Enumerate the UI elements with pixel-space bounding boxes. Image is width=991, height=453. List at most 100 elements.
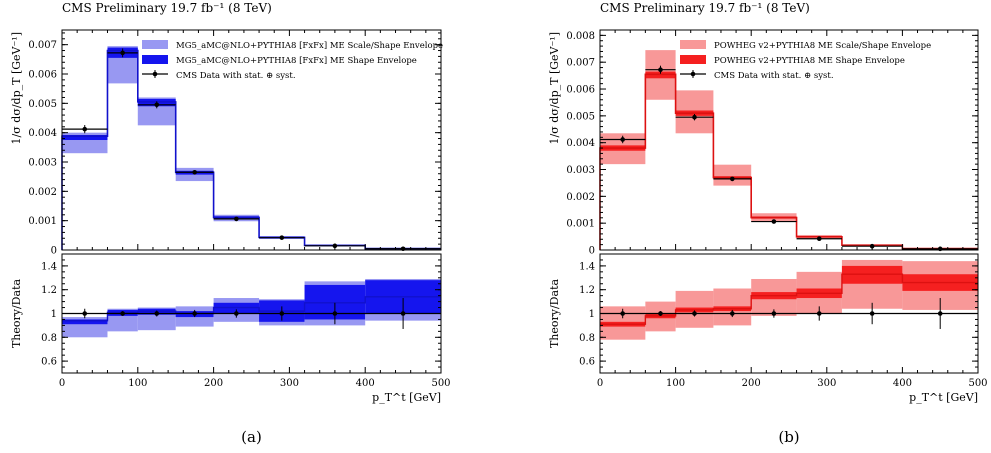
ratio-data-point [658,311,663,316]
y-tick-label: 0.005 [566,111,595,122]
y-tick-label: 0 [589,246,595,257]
y-tick-label: 0.006 [566,85,595,96]
data-point [869,243,875,249]
top-panel-frame [61,29,442,251]
ratio-shape-envelope-bar [62,319,108,325]
ratio-y-tick-label: 1.4 [579,261,595,272]
chart-header: CMS Preliminary 19.7 fb⁻¹ (8 TeV) [600,1,810,15]
legend-swatch-shape [142,55,168,64]
y-tick-label: 0.008 [566,31,595,42]
ratio-y-tick-label: 0.6 [41,357,57,368]
ratio-y-tick-label: 0.6 [579,357,595,368]
legend-label-shape: MG5_aMC@NLO+PYTHIA8 [FxFx] ME Shape Enve… [176,56,417,66]
chart-header: CMS Preliminary 19.7 fb⁻¹ (8 TeV) [62,1,272,15]
ratio-data-point [154,311,160,316]
x-axis-label: p_T^t [GeV] [909,391,978,404]
y-tick-label: 0.005 [28,99,57,110]
top-panel-frame [599,29,979,251]
ratio-data-point [192,311,197,316]
data-point [658,67,663,73]
y-tick-label: 0.003 [28,158,57,169]
panel-b: CMS Preliminary 19.7 fb⁻¹ (8 TeV) 0 100 200… [548,1,988,446]
ratio-data-point [771,311,777,316]
legend-label-data: CMS Data with stat. ⊕ syst. [176,71,296,81]
x-tick-label: 200 [742,378,761,389]
ratio-data-point [937,311,943,316]
y-tick-label: 0.006 [28,70,57,81]
data-point [279,235,285,240]
ratio-y-tick-label: 1.2 [41,285,57,296]
x-tick-label: 400 [356,378,375,389]
x-axis-label: p_T^t [GeV] [372,391,441,404]
data-point [234,216,239,222]
ratio-data-point [620,311,625,316]
x-tick-label: 100 [666,378,685,389]
ratio-y-tick-label: 1 [51,309,57,320]
panel-caption: (b) [778,428,799,446]
x-tick-label: 300 [817,378,836,389]
legend-label-scale: MG5_aMC@NLO+PYTHIA8 [FxFx] ME Scale/Shap… [176,41,443,51]
y-tick-label: 0.007 [566,58,595,69]
y-tick-label: 0.002 [566,192,595,203]
ratio-y-tick-label: 0.8 [41,333,57,344]
ratio-y-tick-label: 1 [589,309,595,320]
shape-envelope-bar [62,135,108,140]
x-tick-label: 100 [128,378,147,389]
legend-swatch-data-point [690,71,696,77]
legend-swatch-shape [680,55,706,64]
data-point [692,114,697,120]
ratio-y-tick-label: 1.4 [41,261,57,272]
panel-a: CMS Preliminary 19.7 fb⁻¹ (8 TeV) 0 100 200… [10,1,451,446]
legend-swatch-scale [680,40,706,49]
ratio-data-point [279,311,285,316]
y-tick-label: 0 [51,246,57,257]
y-tick-label: 0.002 [28,187,57,198]
ratio-y-axis-label: Theory/Data [10,279,23,349]
theory-step-line [599,73,978,250]
ratio-data-point [816,311,822,316]
ratio-data-point [234,311,239,316]
legend-label-scale: POWHEG v2+PYTHIA8 ME Scale/Shape Envelop… [714,41,931,51]
x-tick-label: 400 [893,378,912,389]
y-tick-label: 0.003 [566,165,595,176]
data-point [120,50,125,56]
panel-caption: (a) [241,428,262,446]
data-point [192,169,197,175]
ratio-data-point [692,311,697,316]
y-tick-label: 0.004 [566,138,595,149]
ratio-y-tick-label: 1.2 [579,285,595,296]
ratio-y-axis-label: Theory/Data [548,279,561,349]
ratio-data-point [332,311,338,316]
data-point [620,137,625,142]
y-axis-label: 1/σ dσ/dp_T [GeV⁻¹] [548,32,561,144]
legend-swatch-scale [142,40,168,49]
data-point [771,219,777,224]
y-tick-label: 0.004 [28,128,57,139]
ratio-data-point [400,311,406,316]
legend-label-shape: POWHEG v2+PYTHIA8 ME Shape Envelope [714,56,905,66]
legend-label-data: CMS Data with stat. ⊕ syst. [714,71,834,81]
x-tick-label: 0 [59,378,65,389]
legend-swatch-data-point [152,71,158,77]
data-point [730,176,735,182]
x-tick-label: 500 [431,378,450,389]
x-tick-label: 200 [204,378,223,389]
ratio-data-point [82,311,88,316]
ratio-data-point [869,311,875,316]
data-point [154,102,160,108]
x-tick-label: 500 [968,378,987,389]
data-point [82,126,88,132]
y-axis-label: 1/σ dσ/dp_T [GeV⁻¹] [10,32,23,144]
ratio-data-point [730,311,735,316]
x-tick-label: 0 [597,378,603,389]
data-point [332,243,338,249]
ratio-y-tick-label: 0.8 [579,333,595,344]
ratio-data-point [120,311,125,316]
y-tick-label: 0.001 [566,219,595,230]
x-tick-label: 300 [280,378,299,389]
y-tick-label: 0.007 [28,40,57,51]
y-tick-label: 0.001 [28,216,57,227]
scale-envelope-bar [713,164,752,186]
data-point [816,236,822,242]
